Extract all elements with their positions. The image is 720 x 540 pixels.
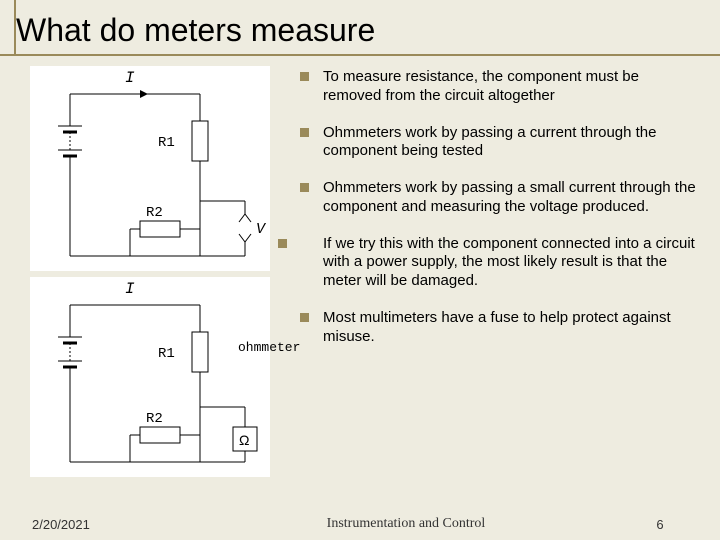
ohmmeter-label: ohmmeter (238, 340, 300, 355)
bullet-icon (300, 313, 309, 322)
bullet-list: To measure resistance, the component mus… (300, 62, 720, 508)
list-item: To measure resistance, the component mus… (300, 68, 696, 106)
title-region: What do meters measure (0, 0, 720, 53)
bullet-icon (300, 183, 309, 192)
bullet-text: Most multimeters have a fuse to help pro… (323, 309, 696, 347)
r1-label-2: R1 (158, 346, 175, 362)
r1-label: R1 (158, 135, 175, 151)
title-underline (0, 54, 720, 56)
footer-title: Instrumentation and Control (212, 516, 600, 532)
ohm-symbol: Ω (239, 432, 249, 448)
current-label: I (125, 69, 135, 87)
bullet-icon (300, 128, 309, 137)
footer-date: 2/20/2021 (32, 517, 212, 532)
list-item: Ohmmeters work by passing a small curren… (300, 179, 696, 217)
bullet-text: To measure resistance, the component mus… (323, 68, 696, 106)
slide-title: What do meters measure (16, 12, 720, 49)
circuit-diagram-ohmmeter: I R1 Ω (30, 277, 270, 477)
bullet-icon (300, 72, 309, 81)
page-number: 6 (600, 517, 720, 532)
current-label-2: I (125, 280, 135, 298)
bullet-icon (278, 239, 287, 248)
circuit-diagram-voltmeter: I R1 R (30, 66, 270, 271)
footer: 2/20/2021 Instrumentation and Control 6 (0, 516, 720, 532)
list-item: Ohmmeters work by passing a current thro… (300, 124, 696, 162)
bullet-text: If we try this with the component connec… (323, 235, 696, 291)
bullet-text: Ohmmeters work by passing a current thro… (323, 124, 696, 162)
r2-label: R2 (146, 205, 163, 221)
r2-label-2: R2 (146, 411, 163, 427)
content-area: I R1 R (0, 62, 720, 508)
diagram-column: I R1 R (0, 62, 300, 508)
list-item: If we try this with the component connec… (300, 235, 696, 291)
bullet-text: Ohmmeters work by passing a small curren… (323, 179, 696, 217)
list-item: Most multimeters have a fuse to help pro… (300, 309, 696, 347)
title-vertical-rule (14, 0, 16, 55)
